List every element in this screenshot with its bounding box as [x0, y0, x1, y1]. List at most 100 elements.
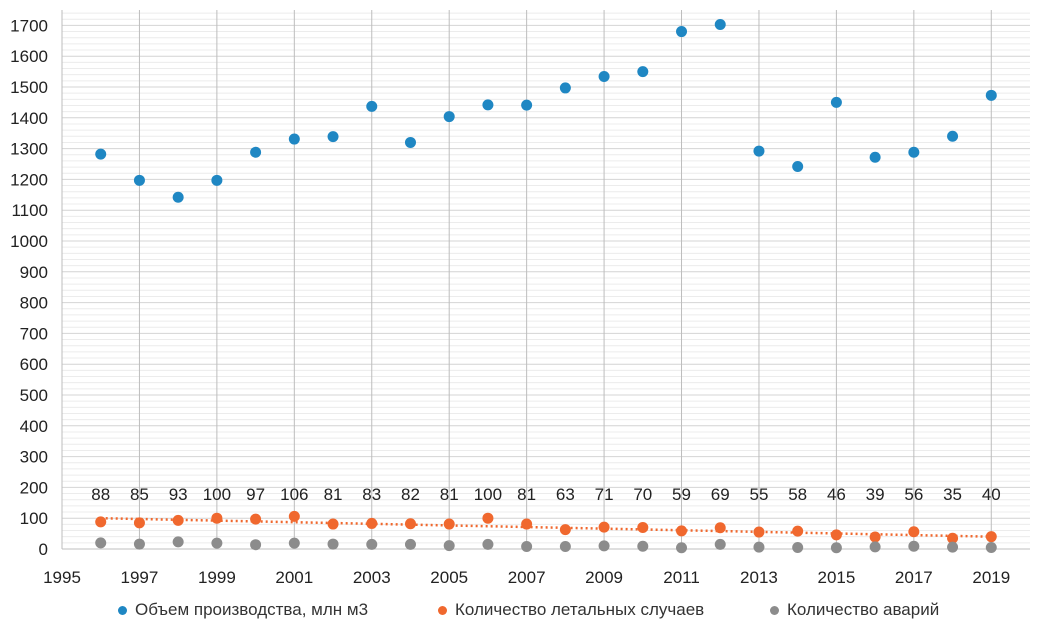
- production-point: [908, 146, 920, 158]
- production-point: [482, 99, 494, 111]
- fatalities-point: [211, 512, 223, 524]
- x-tick-label: 2013: [740, 568, 778, 587]
- accidents-point: [559, 541, 571, 553]
- accidents-point: [869, 541, 881, 553]
- legend-marker-fatalities: [438, 605, 447, 615]
- fatalities-data-label: 106: [280, 485, 308, 504]
- x-tick-label: 2015: [817, 568, 855, 587]
- data-points: [95, 18, 997, 554]
- accidents-point: [404, 538, 416, 550]
- fatalities-data-label: 81: [324, 485, 343, 504]
- production-point: [250, 146, 262, 158]
- accidents-point: [908, 540, 920, 552]
- production-point: [598, 71, 610, 83]
- accidents-point: [947, 541, 959, 553]
- y-tick-label: 200: [20, 478, 48, 497]
- fatalities-point: [133, 517, 145, 529]
- fatalities-data-label: 35: [943, 485, 962, 504]
- y-tick-label: 1200: [10, 170, 48, 189]
- fatalities-point: [869, 531, 881, 543]
- y-tick-label: 1300: [10, 140, 48, 159]
- x-tick-label: 2009: [585, 568, 623, 587]
- fatalities-data-label: 81: [440, 485, 459, 504]
- axes: 0 100 200 300 400 500 600 700 800 900 1000 1100 1200…: [10, 16, 1030, 587]
- fatalities-point: [482, 512, 494, 524]
- fatalities-point: [947, 532, 959, 544]
- production-point: [327, 131, 339, 143]
- production-point: [366, 100, 378, 112]
- accidents-point: [598, 540, 610, 552]
- fatalities-point: [676, 525, 688, 537]
- legend-label-production: Объем производства, млн м3: [135, 600, 369, 619]
- legend-item-production: Объем производства, млн м3: [118, 600, 368, 620]
- fatalities-point: [714, 522, 726, 534]
- x-tick-label: 2011: [663, 568, 700, 587]
- data-labels: 88 85 93 100 97 106 81 83 82 81 100 81 63 71 70 59 69 55 5…: [91, 485, 1000, 504]
- accidents-point: [521, 541, 533, 553]
- fatalities-data-label: 88: [91, 485, 110, 504]
- legend-label-accidents: Количество аварий: [787, 600, 940, 619]
- y-tick-label: 1000: [10, 232, 48, 251]
- accidents-point: [753, 541, 765, 553]
- fatalities-data-label: 56: [904, 485, 923, 504]
- fatalities-data-label: 40: [982, 485, 1001, 504]
- fatalities-point: [792, 525, 804, 537]
- fatalities-data-label: 71: [595, 485, 614, 504]
- fatalities-point: [985, 531, 997, 543]
- x-tick-label: 1995: [43, 568, 81, 587]
- fatalities-point: [908, 526, 920, 538]
- legend-item-accidents: Количество аварий: [770, 600, 939, 620]
- fatalities-data-label: 63: [556, 485, 575, 504]
- legend-label-fatalities: Количество летальных случаев: [455, 600, 705, 619]
- fatalities-data-label: 59: [672, 485, 691, 504]
- y-tick-label: 900: [20, 263, 48, 282]
- fatalities-point: [559, 524, 571, 536]
- production-point: [869, 151, 881, 163]
- fatalities-point: [288, 510, 300, 522]
- fatalities-data-label: 100: [474, 485, 502, 504]
- y-tick-label: 500: [20, 386, 48, 405]
- production-point: [133, 174, 145, 186]
- x-tick-label: 2019: [972, 568, 1010, 587]
- fatalities-data-label: 97: [246, 485, 265, 504]
- x-tick-label: 2007: [508, 568, 546, 587]
- fatalities-data-label: 93: [169, 485, 188, 504]
- accidents-point: [443, 540, 455, 552]
- fatalities-point: [443, 518, 455, 530]
- fatalities-data-label: 70: [633, 485, 652, 504]
- legend: Объем производства, млн м3 Количество ле…: [0, 600, 1040, 630]
- fatalities-data-label: 83: [362, 485, 381, 504]
- accidents-point: [133, 538, 145, 550]
- fatalities-data-label: 58: [788, 485, 807, 504]
- fatalities-data-label: 39: [866, 485, 885, 504]
- x-tick-label: 1997: [121, 568, 159, 587]
- fatalities-data-label: 82: [401, 485, 420, 504]
- y-tick-label: 600: [20, 355, 48, 374]
- production-point: [792, 160, 804, 172]
- fatalities-point: [598, 521, 610, 533]
- production-point: [559, 82, 571, 94]
- accidents-point: [172, 536, 184, 548]
- y-tick-label: 400: [20, 417, 48, 436]
- production-point: [288, 133, 300, 145]
- production-point: [676, 26, 688, 38]
- accidents-point: [288, 537, 300, 549]
- production-point: [172, 191, 184, 203]
- production-point: [404, 136, 416, 148]
- fatalities-data-label: 55: [749, 485, 768, 504]
- vertical-grid-lines: [61, 10, 992, 549]
- fatalities-point: [95, 516, 107, 528]
- fatalities-point: [404, 518, 416, 530]
- production-point: [95, 148, 107, 160]
- grid-lines: [62, 12, 1030, 550]
- fatalities-data-label: 100: [203, 485, 231, 504]
- production-point: [211, 174, 223, 186]
- y-tick-label: 0: [39, 540, 48, 559]
- accidents-point: [366, 538, 378, 550]
- fatalities-point: [753, 526, 765, 538]
- legend-marker-accidents: [770, 605, 779, 615]
- production-point: [985, 89, 997, 101]
- accidents-point: [250, 539, 262, 551]
- fatalities-point: [250, 513, 262, 525]
- y-tick-label: 1600: [10, 47, 48, 66]
